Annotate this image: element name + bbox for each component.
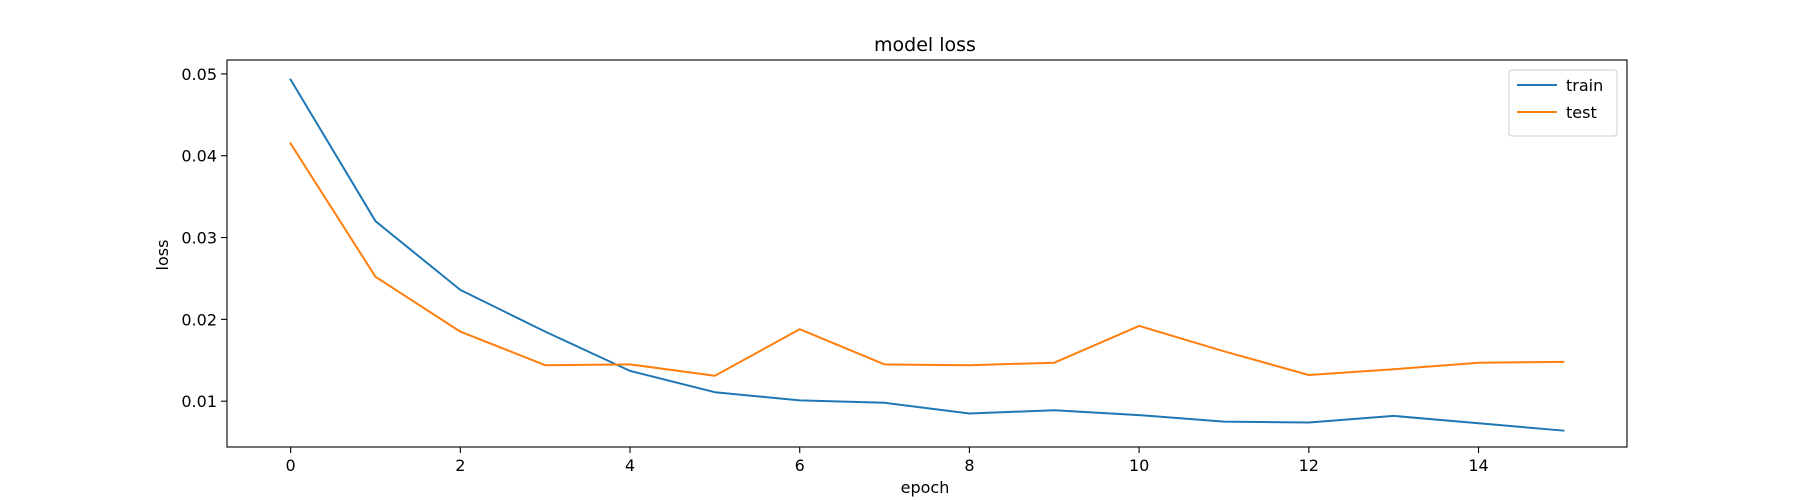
y-tick-label: 0.02 [181, 310, 217, 329]
y-tick-label: 0.03 [181, 229, 217, 248]
x-tick-label: 8 [964, 456, 974, 475]
axes-frame [226, 59, 1628, 448]
x-tick-label: 2 [455, 456, 465, 475]
chart-title: model loss [874, 34, 976, 56]
series-line-test [289, 142, 1565, 377]
series-line-train [289, 78, 1565, 432]
x-tick-label: 0 [286, 456, 296, 475]
legend-label-train: train [1566, 76, 1603, 95]
y-tick-label: 0.04 [181, 147, 217, 166]
legend: train test [1508, 69, 1618, 137]
y-axis-label: loss [153, 240, 172, 271]
x-tick-label: 10 [1129, 456, 1149, 475]
legend-box [1508, 69, 1618, 137]
x-tick-label: 14 [1468, 456, 1488, 475]
legend-label-test: test [1566, 103, 1597, 122]
x-axis-label: epoch [901, 478, 950, 497]
y-tick-label: 0.05 [181, 65, 217, 84]
x-tick-label: 6 [795, 456, 805, 475]
x-tick-label: 4 [625, 456, 635, 475]
y-tick-label: 0.01 [181, 392, 217, 411]
x-tick-label: 12 [1299, 456, 1319, 475]
plot-area: 0 2 4 6 8 10 12 14 0.01 0.02 0.03 0.04 0.05 [181, 59, 1628, 475]
